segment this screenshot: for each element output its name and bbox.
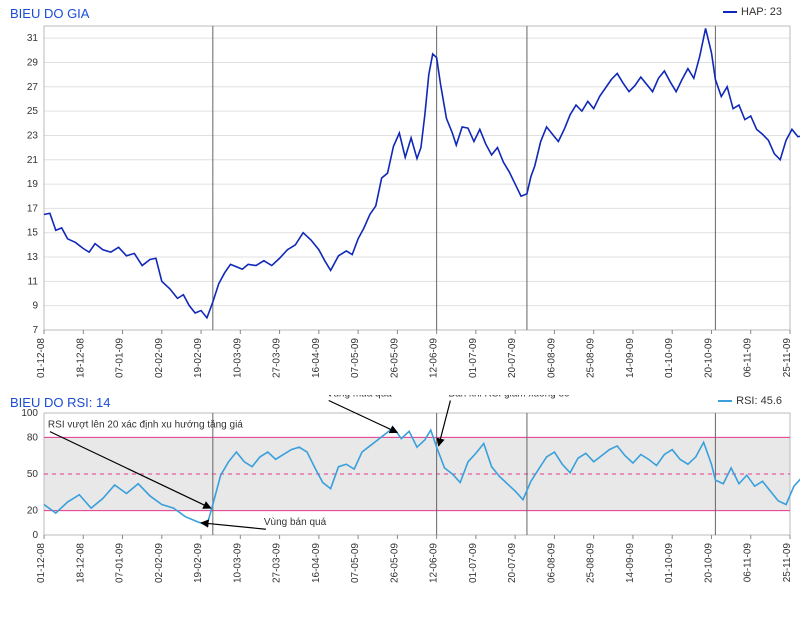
svg-text:07-05-09: 07-05-09 bbox=[350, 543, 361, 583]
svg-text:02-02-09: 02-02-09 bbox=[154, 543, 165, 583]
svg-text:21: 21 bbox=[27, 155, 39, 166]
svg-text:12-06-09: 12-06-09 bbox=[429, 338, 440, 378]
svg-text:100: 100 bbox=[21, 408, 38, 419]
svg-text:Vùng mua quá: Vùng mua quá bbox=[327, 395, 392, 400]
svg-text:RSI vượt lên 20 xác định xu hư: RSI vượt lên 20 xác định xu hướng tăng g… bbox=[48, 420, 243, 431]
svg-text:07-01-09: 07-01-09 bbox=[115, 338, 126, 378]
svg-text:10-03-09: 10-03-09 bbox=[232, 543, 243, 583]
svg-text:20-07-09: 20-07-09 bbox=[507, 543, 518, 583]
svg-text:14-09-09: 14-09-09 bbox=[625, 543, 636, 583]
svg-text:31: 31 bbox=[27, 33, 39, 44]
svg-text:23: 23 bbox=[27, 130, 39, 141]
svg-text:06-08-09: 06-08-09 bbox=[546, 543, 557, 583]
svg-text:29: 29 bbox=[27, 57, 39, 68]
svg-text:01-07-09: 01-07-09 bbox=[468, 543, 479, 583]
svg-text:06-11-09: 06-11-09 bbox=[743, 338, 754, 378]
svg-text:20-10-09: 20-10-09 bbox=[703, 338, 714, 378]
svg-text:26-05-09: 26-05-09 bbox=[389, 338, 400, 378]
svg-text:01-12-08: 01-12-08 bbox=[36, 543, 47, 583]
svg-text:20: 20 bbox=[27, 506, 39, 517]
svg-text:07-01-09: 07-01-09 bbox=[115, 543, 126, 583]
svg-text:20-07-09: 20-07-09 bbox=[507, 338, 518, 378]
svg-text:50: 50 bbox=[27, 469, 39, 480]
svg-text:19-02-09: 19-02-09 bbox=[193, 543, 204, 583]
svg-text:06-11-09: 06-11-09 bbox=[743, 543, 754, 583]
svg-text:0: 0 bbox=[32, 530, 38, 541]
svg-text:7: 7 bbox=[32, 325, 38, 336]
svg-text:18-12-08: 18-12-08 bbox=[75, 543, 86, 583]
svg-text:26-05-09: 26-05-09 bbox=[389, 543, 400, 583]
svg-text:25-11-09: 25-11-09 bbox=[782, 338, 793, 378]
svg-text:20-10-09: 20-10-09 bbox=[703, 543, 714, 583]
svg-text:25-08-09: 25-08-09 bbox=[586, 338, 597, 378]
svg-text:06-08-09: 06-08-09 bbox=[546, 338, 557, 378]
svg-text:25-11-09: 25-11-09 bbox=[782, 543, 793, 583]
svg-text:27-03-09: 27-03-09 bbox=[272, 338, 283, 378]
svg-text:01-12-08: 01-12-08 bbox=[36, 338, 47, 378]
svg-text:13: 13 bbox=[27, 252, 39, 263]
svg-text:Bán khi RSI giảm xuống 80: Bán khi RSI giảm xuống 80 bbox=[448, 395, 570, 400]
svg-text:25: 25 bbox=[27, 106, 39, 117]
svg-text:02-02-09: 02-02-09 bbox=[154, 338, 165, 378]
svg-text:16-04-09: 16-04-09 bbox=[311, 338, 322, 378]
svg-text:19: 19 bbox=[27, 179, 39, 190]
svg-text:19-02-09: 19-02-09 bbox=[193, 338, 204, 378]
svg-text:18-12-08: 18-12-08 bbox=[75, 338, 86, 378]
svg-text:27: 27 bbox=[27, 82, 39, 93]
svg-text:17: 17 bbox=[27, 203, 39, 214]
svg-text:9: 9 bbox=[32, 301, 38, 312]
svg-text:80: 80 bbox=[27, 432, 39, 443]
svg-text:25-08-09: 25-08-09 bbox=[586, 543, 597, 583]
svg-text:01-10-09: 01-10-09 bbox=[664, 338, 675, 378]
svg-text:01-07-09: 01-07-09 bbox=[468, 338, 479, 378]
svg-text:27-03-09: 27-03-09 bbox=[272, 543, 283, 583]
svg-text:10-03-09: 10-03-09 bbox=[232, 338, 243, 378]
price-chart-svg: 7 9 11 13 15 17 19 21 23 25 27 29 31 01-12-08 18-12-08… bbox=[0, 0, 800, 390]
svg-text:15: 15 bbox=[27, 228, 39, 239]
svg-text:07-05-09: 07-05-09 bbox=[350, 338, 361, 378]
rsi-chart-svg: 0 20 50 80 100 01-12-08 18-12-08 07-01-09 02-02-… bbox=[0, 395, 800, 643]
svg-text:Vùng bán quá: Vùng bán quá bbox=[264, 517, 327, 528]
svg-text:12-06-09: 12-06-09 bbox=[429, 543, 440, 583]
svg-text:16-04-09: 16-04-09 bbox=[311, 543, 322, 583]
svg-text:01-10-09: 01-10-09 bbox=[664, 543, 675, 583]
svg-text:14-09-09: 14-09-09 bbox=[625, 338, 636, 378]
svg-text:11: 11 bbox=[28, 276, 39, 287]
